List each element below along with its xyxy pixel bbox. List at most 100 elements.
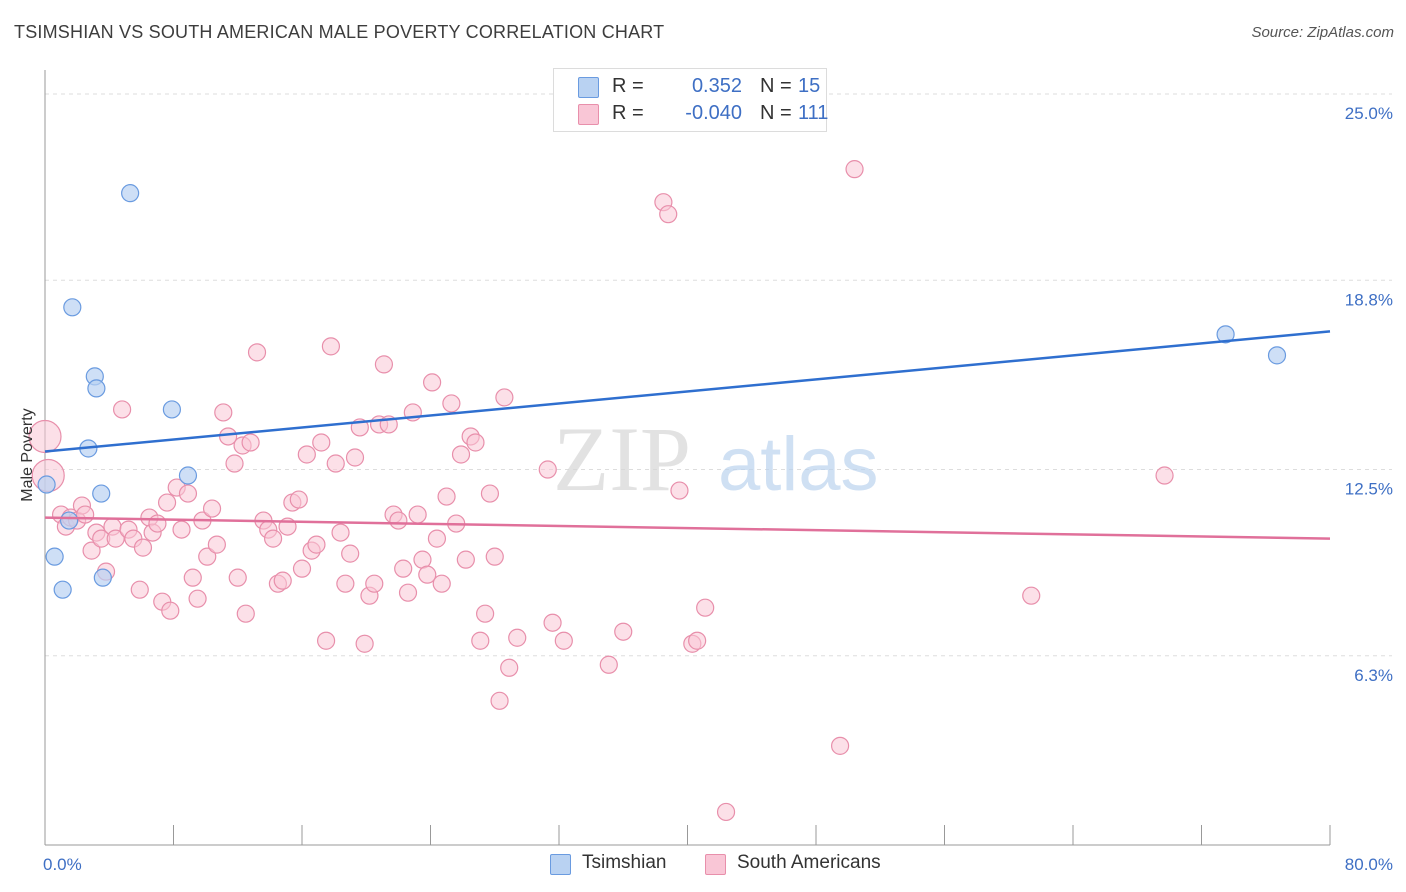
legend-r-value: 0.352 — [691, 75, 742, 97]
tsimshian-point — [162, 400, 181, 419]
south-americans-point — [554, 631, 573, 650]
y-tick-label: 6.3% — [1354, 666, 1393, 685]
y-tick-label: 18.8% — [1345, 290, 1393, 309]
south-americans-point — [133, 538, 153, 557]
south-americans-point — [178, 484, 198, 503]
south-americans-point — [28, 419, 62, 454]
legend-n-label: N = — [760, 75, 792, 97]
south-americans-point — [437, 487, 456, 506]
south-americans-point — [307, 535, 326, 554]
south-americans-point — [331, 523, 350, 542]
bottom-legend-swatch-south-americans — [705, 854, 726, 875]
south-americans-point — [423, 373, 442, 392]
south-americans-point — [247, 343, 267, 362]
south-americans-point — [207, 535, 226, 554]
trend-lines — [44, 330, 1331, 540]
south-americans-point — [466, 433, 485, 452]
y-axis-label: Male Poverty — [19, 408, 36, 502]
south-americans-point — [241, 433, 260, 452]
south-americans-point — [398, 583, 418, 602]
south-americans-point — [236, 604, 255, 623]
south-americans-point — [219, 427, 238, 446]
south-americans-point — [355, 634, 374, 653]
correlation-legend: R = 0.352 N = 15 R = -0.040 N = 111 — [553, 68, 828, 132]
south-americans-point — [374, 355, 394, 374]
south-americans-point — [157, 493, 177, 512]
south-americans-point — [76, 505, 95, 524]
south-americans-point — [183, 568, 202, 587]
south-americans-point — [228, 568, 247, 587]
chart-title: TSIMSHIAN VS SOUTH AMERICAN MALE POVERTY… — [14, 22, 665, 42]
watermark: ZIP atlas — [553, 408, 879, 510]
tsimshian-point — [121, 184, 140, 203]
south-americans-point — [538, 460, 557, 479]
tsimshian-point — [87, 379, 106, 398]
tsimshian-point — [63, 298, 82, 317]
south-americans-point — [341, 544, 360, 563]
tsimshian-point — [45, 547, 64, 566]
south-americans-point — [490, 691, 509, 710]
south-americans-point — [408, 505, 427, 524]
south-americans-point — [500, 658, 519, 677]
tsimshian-point — [178, 466, 198, 485]
y-tick-labels: 6.3% 12.5% 18.8% 25.0% — [1345, 104, 1393, 685]
tsimshian-point — [59, 511, 79, 530]
bottom-legend-label-south-americans: South Americans — [737, 852, 881, 873]
south-americans-point — [106, 529, 125, 548]
south-americans-point — [394, 559, 413, 578]
south-americans-point — [688, 631, 707, 650]
south-americans-point — [225, 454, 244, 473]
grid-lines — [45, 93, 1392, 657]
south-americans-point — [543, 613, 562, 632]
legend-r-label: R = — [612, 75, 644, 97]
south-americans-point — [427, 529, 447, 548]
y-tick-label: 12.5% — [1345, 480, 1393, 499]
y-tick-label: 25.0% — [1345, 104, 1393, 123]
south-americans-point — [82, 541, 101, 560]
south-americans-point — [716, 802, 736, 822]
south-americans-point — [289, 490, 308, 509]
south-americans-point — [451, 445, 471, 464]
south-americans-point — [432, 574, 451, 593]
south-americans-point — [670, 481, 689, 500]
x-tick-labels: 0.0% 80.0% — [43, 855, 1393, 874]
south-americans-point — [480, 484, 500, 503]
south-americans-point — [830, 736, 850, 755]
axes — [44, 70, 1331, 846]
south-americans-point — [1022, 586, 1041, 605]
south-americans-point — [599, 655, 618, 674]
south-americans-point — [389, 511, 408, 530]
south-americans-point — [148, 514, 167, 533]
south-americans-point — [112, 400, 132, 419]
south-americans-point — [161, 601, 180, 620]
south-americans-point — [413, 550, 432, 569]
south-americans-point — [326, 454, 345, 473]
south-americans-point — [418, 565, 437, 584]
south-americans-point — [336, 574, 355, 593]
south-americans-point — [198, 547, 217, 566]
legend-n-value: 15 — [798, 75, 821, 97]
tsimshian-point — [92, 484, 111, 503]
tsimshian-trend-line — [44, 330, 1331, 453]
south-americans-point — [442, 394, 461, 413]
tsimshian-point — [1267, 346, 1287, 365]
tsimshian-points — [37, 184, 1287, 599]
south-americans-point — [292, 559, 312, 578]
south-americans-point — [188, 589, 207, 608]
bottom-legend-swatch-tsimshian — [550, 854, 571, 875]
south-americans-point — [321, 337, 341, 356]
south-americans-point — [172, 520, 191, 539]
south-americans-point — [495, 388, 514, 407]
south-americans-point — [263, 529, 283, 548]
south-americans-point — [365, 574, 384, 593]
tsimshian-point — [37, 475, 56, 494]
x-tick-label-max: 80.0% — [1345, 855, 1393, 874]
south-americans-point — [312, 433, 331, 452]
legend-r-value: -0.040 — [685, 102, 742, 124]
tsimshian-point — [53, 580, 72, 599]
x-tick-label-min: 0.0% — [43, 855, 82, 874]
legend-n-label: N = — [760, 102, 792, 124]
south-americans-point — [214, 403, 233, 422]
south-americans-point — [297, 445, 316, 464]
